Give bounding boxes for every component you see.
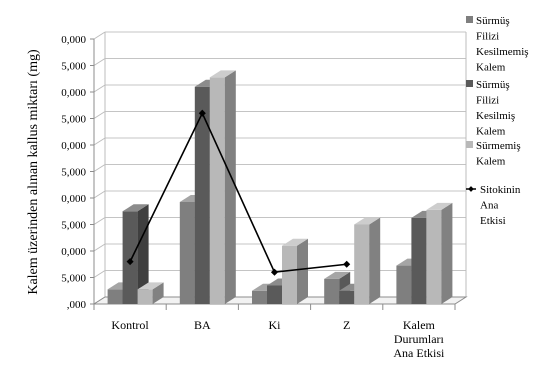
bar (137, 282, 164, 304)
y-tick-label: 5,000 (61, 220, 86, 232)
gridline-depth (93, 270, 106, 278)
gridline-depth (93, 111, 106, 119)
bar (354, 217, 381, 304)
bar-front (194, 86, 210, 304)
y-tick-labels: ,000 5,000 0,000 5,000 0,000 5,000 0,000 5,000 0… (61, 34, 86, 311)
legend-label: Sürmemiş Kalem (476, 140, 521, 168)
bar-front (324, 278, 340, 304)
legend: Sürmüş Filizi Kesilmemiş Kalem Sürmüş Filizi K… (466, 15, 529, 227)
y-tick-label: 5,000 (61, 273, 86, 285)
bar-front (426, 209, 442, 304)
line-series (126, 109, 351, 276)
y-tick-label: 0,000 (61, 193, 86, 205)
x-category-label: BA (194, 318, 211, 332)
bar-front (282, 245, 297, 304)
bar-top (282, 238, 308, 246)
y-tick-label: 0,000 (61, 87, 86, 99)
legend-label: Sürmüş Filizi Kesilmiş Kalem (476, 79, 515, 138)
legend-item: Sürmemiş Kalem (466, 140, 521, 168)
bar-front (252, 290, 267, 304)
bar-top (354, 217, 381, 225)
legend-swatch (466, 16, 473, 23)
y-tick-label: ,000 (67, 299, 87, 311)
legend-item-line: Sitokinin Ana Etkisi (466, 184, 521, 227)
x-category-label: Z (343, 318, 350, 332)
gridline-depth (93, 84, 106, 93)
bar-top (137, 282, 164, 290)
line-point (270, 268, 279, 276)
x-category-label: Ki (269, 318, 282, 332)
line-point (126, 258, 134, 266)
y-tick-label: 0,000 (61, 140, 86, 152)
bar-side (152, 282, 164, 304)
bar-front (122, 211, 138, 304)
y-axis-label: Kalem üzerinden alınan kallus miktarı (m… (26, 49, 41, 295)
x-category-label: Kontrol (111, 318, 149, 332)
bar-front (179, 201, 195, 304)
y-tick-label: 0,000 (61, 246, 86, 258)
gridline-depth (93, 58, 106, 66)
bar-side (297, 238, 308, 304)
legend-label: Sitokinin Ana Etkisi (480, 184, 521, 227)
gridline-depth (93, 243, 106, 252)
bar-front (107, 289, 123, 304)
bar-front (354, 224, 370, 304)
line-series-path (129, 111, 347, 274)
legend-line-marker (468, 186, 474, 192)
bar (282, 238, 308, 304)
line-point (198, 109, 206, 117)
bar (426, 202, 453, 304)
bar-front (209, 77, 225, 304)
bar-top (122, 204, 149, 212)
bar-top (426, 202, 453, 210)
bar-front (396, 265, 412, 304)
gridline-depth (93, 217, 106, 225)
legend-swatch (466, 80, 473, 87)
bars (107, 70, 453, 304)
x-category-labels: Kontrol BA Ki Z Kalem Durumları Ana Etkisi (111, 318, 445, 360)
legend-label: Sürmüş Filizi Kesilmemiş Kalem (476, 15, 529, 74)
y-tick-label: 5,000 (61, 61, 86, 73)
bar-front (137, 289, 153, 304)
bar-top (209, 70, 236, 78)
gridline-depth (93, 31, 106, 40)
y-tick-label: 0,000 (61, 34, 86, 46)
legend-swatch (466, 141, 473, 148)
x-category-label: Kalem Durumları Ana Etkisi (393, 318, 445, 360)
bar (209, 70, 236, 304)
y-tick-label: 5,000 (61, 167, 86, 179)
gridline-depth (93, 137, 106, 146)
bar-side (441, 202, 453, 304)
bar-top (324, 271, 351, 279)
bar-front (411, 217, 427, 304)
bar-side (369, 217, 381, 304)
line-point (343, 260, 351, 268)
gridline-depth (93, 164, 106, 172)
bar-front (339, 290, 355, 304)
legend-item: Sürmüş Filizi Kesilmemiş Kalem (466, 15, 529, 74)
y-tick-label: 5,000 (61, 114, 86, 126)
bar-front (267, 285, 282, 304)
legend-item: Sürmüş Filizi Kesilmiş Kalem (466, 79, 515, 138)
bar-side (224, 70, 236, 304)
gridline-depth (93, 190, 106, 199)
